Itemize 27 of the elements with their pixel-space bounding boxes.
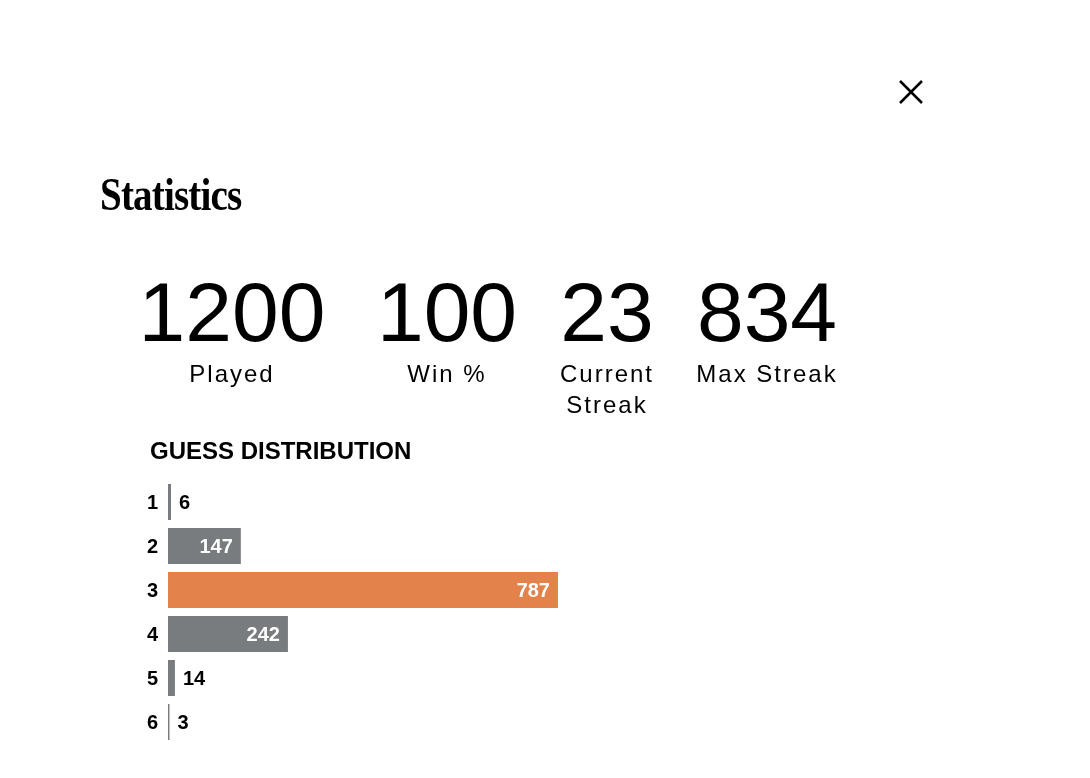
y-tick-label: 2 xyxy=(146,535,158,557)
bar xyxy=(168,572,558,608)
bar xyxy=(168,528,241,564)
y-tick-label: 4 xyxy=(146,623,159,645)
data-label: 147 xyxy=(199,535,233,557)
y-tick-label: 6 xyxy=(146,711,158,733)
y-tick-label: 5 xyxy=(146,667,158,689)
data-label: 3 xyxy=(177,711,189,733)
data-label: 6 xyxy=(178,491,191,513)
bar xyxy=(168,660,175,696)
data-label: 23 xyxy=(560,265,654,359)
data-label: 100 xyxy=(375,265,519,359)
data-label: 1200 xyxy=(137,265,327,359)
text: Statistics xyxy=(100,168,242,221)
category-label: Max Streak xyxy=(695,359,839,389)
bar xyxy=(168,616,288,652)
y-tick-label: 3 xyxy=(146,579,158,601)
category-label: Played xyxy=(188,359,276,389)
bar xyxy=(168,484,171,520)
data-label: 242 xyxy=(246,623,280,645)
data-label: 787 xyxy=(516,579,550,601)
data-label: 14 xyxy=(182,667,207,689)
category-label: Win % xyxy=(406,359,488,389)
chart-title: GUESS DISTRIBUTION xyxy=(150,436,412,464)
category-label: Current Streak xyxy=(559,359,655,420)
y-tick-label: 1 xyxy=(146,491,158,513)
data-label: 834 xyxy=(695,265,839,359)
